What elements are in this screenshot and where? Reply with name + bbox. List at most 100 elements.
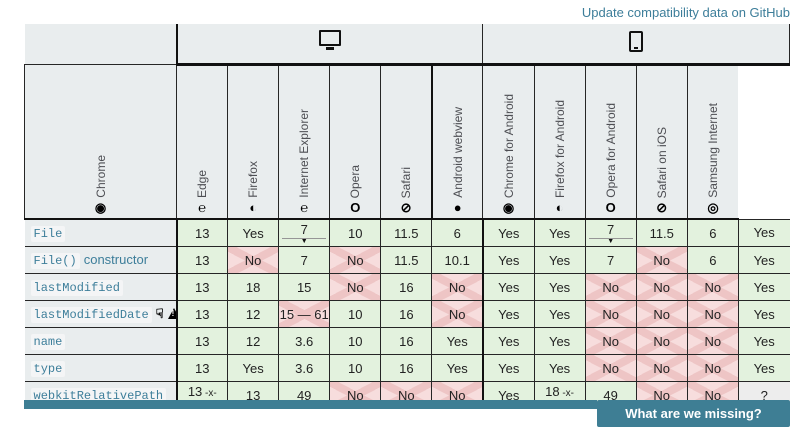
- browser-header-row: Chrome ◉ Edge ℮ Firefox ◐ Internet Explorer ℮ Op…: [24, 64, 790, 220]
- support-cell[interactable]: Yes: [737, 300, 790, 328]
- support-cell[interactable]: 10: [329, 300, 382, 328]
- support-cell[interactable]: 10: [329, 327, 382, 355]
- edge-icon: ℮: [198, 200, 206, 215]
- support-cell[interactable]: No: [227, 246, 280, 274]
- support-cell[interactable]: 10: [329, 218, 382, 247]
- support-cell[interactable]: Yes: [482, 327, 535, 355]
- support-cell[interactable]: 16: [380, 273, 433, 301]
- support-cell[interactable]: Yes: [482, 354, 535, 382]
- support-cell[interactable]: 7: [584, 246, 637, 274]
- support-cell[interactable]: No: [584, 354, 637, 382]
- support-cell[interactable]: No: [686, 354, 739, 382]
- support-cell[interactable]: 13: [175, 354, 229, 382]
- support-cell[interactable]: 6: [686, 246, 739, 274]
- support-cell[interactable]: 12: [227, 300, 280, 328]
- support-cell[interactable]: 13: [175, 327, 229, 355]
- support-cell[interactable]: Yes: [737, 327, 790, 355]
- platform-group-row: [24, 24, 790, 66]
- support-cell[interactable]: Yes: [533, 246, 586, 274]
- support-cell[interactable]: No: [635, 327, 688, 355]
- support-value: 16: [399, 279, 414, 295]
- feature-code-link[interactable]: lastModifiedDate: [30, 307, 152, 323]
- support-cell[interactable]: 10: [329, 354, 382, 382]
- table-row: File() constructor 13 No 7 No 11.5 10.1 Yes Yes 7 N…: [24, 246, 790, 274]
- support-cell[interactable]: 11.5: [380, 246, 433, 274]
- support-cell[interactable]: 3.6: [278, 327, 331, 355]
- support-cell[interactable]: Yes: [431, 327, 484, 355]
- support-cell[interactable]: 10.1: [431, 246, 484, 274]
- support-cell[interactable]: No: [686, 327, 739, 355]
- support-cell[interactable]: Yes: [533, 327, 586, 355]
- feature-code-link[interactable]: File(): [30, 253, 80, 269]
- support-cell[interactable]: Yes: [533, 273, 586, 301]
- support-cell[interactable]: No: [686, 300, 739, 328]
- feature-lastmodified[interactable]: lastModified: [24, 273, 178, 301]
- support-cell[interactable]: No: [329, 273, 382, 301]
- feature-code-link[interactable]: File: [30, 226, 66, 242]
- support-cell[interactable]: No: [584, 327, 637, 355]
- support-cell[interactable]: Yes: [533, 354, 586, 382]
- support-cell[interactable]: 3.6: [278, 354, 331, 382]
- support-cell[interactable]: No: [431, 273, 484, 301]
- support-value: 13: [195, 360, 210, 376]
- support-value: No: [346, 252, 364, 268]
- support-cell[interactable]: No: [584, 300, 637, 328]
- support-cell[interactable]: 13: [175, 273, 229, 301]
- support-cell[interactable]: Yes: [482, 273, 535, 301]
- support-cell[interactable]: 7: [278, 246, 331, 274]
- support-value: 10: [348, 333, 363, 349]
- support-cell[interactable]: 6: [686, 218, 739, 247]
- support-cell[interactable]: 6: [431, 218, 484, 247]
- support-cell[interactable]: Yes: [737, 246, 790, 274]
- support-cell[interactable]: Yes: [482, 246, 535, 274]
- feature-code-link[interactable]: lastModified: [30, 280, 123, 296]
- support-cell[interactable]: No: [431, 300, 484, 328]
- support-cell[interactable]: 16: [380, 327, 433, 355]
- support-cell[interactable]: 18: [227, 273, 280, 301]
- support-cell[interactable]: 11.5: [380, 218, 433, 247]
- support-cell[interactable]: No: [686, 273, 739, 301]
- what-are-we-missing-button[interactable]: What are we missing?: [597, 400, 790, 427]
- feature-type[interactable]: type: [24, 354, 178, 382]
- support-cell[interactable]: Yes: [482, 218, 535, 247]
- support-value: Yes: [753, 306, 775, 322]
- support-cell[interactable]: 16: [380, 354, 433, 382]
- support-cell[interactable]: 15: [278, 273, 331, 301]
- support-cell[interactable]: No: [635, 246, 688, 274]
- support-cell[interactable]: Yes: [227, 354, 280, 382]
- support-cell[interactable]: Yes: [533, 300, 586, 328]
- support-cell[interactable]: 7 ▼: [584, 218, 637, 247]
- feature-code-link[interactable]: type: [30, 361, 66, 377]
- support-cell[interactable]: Yes: [737, 273, 790, 301]
- support-cell[interactable]: No: [584, 273, 637, 301]
- support-cell[interactable]: No: [635, 354, 688, 382]
- support-cell[interactable]: 7 ▼: [278, 218, 331, 247]
- update-compat-link[interactable]: Update compatibility data on GitHub: [581, 5, 790, 20]
- feature-name[interactable]: name: [24, 327, 178, 355]
- feature-suffix[interactable]: constructor: [83, 252, 149, 267]
- support-cell[interactable]: 13: [175, 218, 229, 247]
- support-cell[interactable]: Yes: [227, 218, 280, 247]
- support-cell[interactable]: Yes: [737, 354, 790, 382]
- support-cell[interactable]: 16: [380, 300, 433, 328]
- support-cell[interactable]: Yes: [737, 218, 790, 247]
- feature-file[interactable]: File() constructor: [24, 246, 178, 274]
- support-cell[interactable]: No: [635, 300, 688, 328]
- support-cell[interactable]: Yes: [482, 300, 535, 328]
- support-cell[interactable]: 12: [227, 327, 280, 355]
- support-cell[interactable]: Yes: [533, 218, 586, 247]
- support-value: 12: [245, 333, 261, 349]
- support-cell[interactable]: 13: [175, 300, 229, 328]
- support-cell[interactable]: 13: [175, 246, 229, 274]
- feature-code-link[interactable]: name: [30, 334, 66, 350]
- support-value: 16: [399, 360, 414, 376]
- support-cell[interactable]: No: [329, 246, 382, 274]
- feature-file[interactable]: File: [24, 218, 178, 247]
- feature-lastmodifieddate[interactable]: lastModifiedDate ☟: [24, 300, 178, 328]
- support-value: 18 -x-: [537, 384, 582, 401]
- support-cell[interactable]: 11.5: [635, 218, 688, 247]
- prefix-marker: -x-: [202, 388, 217, 399]
- support-cell[interactable]: 15 — 61: [278, 300, 331, 328]
- support-cell[interactable]: Yes: [431, 354, 484, 382]
- support-cell[interactable]: No: [635, 273, 688, 301]
